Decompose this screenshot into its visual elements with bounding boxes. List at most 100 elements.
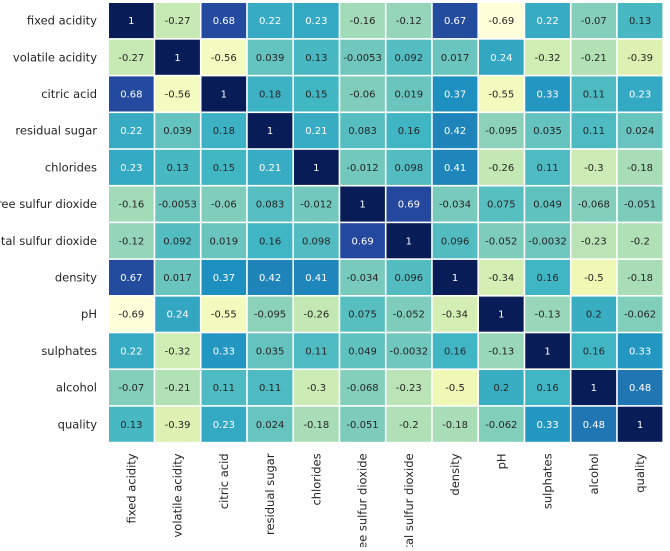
heatmap-cell [155, 76, 200, 112]
cell-value-label: 0.67 [444, 16, 466, 27]
heatmap-cell [247, 223, 293, 259]
cell-value-label: 0.22 [259, 16, 281, 27]
cell-value-label: 0.039 [163, 126, 192, 137]
cell-value-label: -0.56 [165, 89, 191, 100]
heatmap-cell [201, 3, 247, 39]
heatmap-cell [294, 76, 339, 112]
heatmap-cell [340, 259, 385, 295]
cell-value-label: -0.34 [488, 273, 514, 284]
cell-value-label: -0.12 [396, 16, 422, 27]
cell-value-label: 1 [498, 310, 504, 321]
cell-value-label: 0.2 [586, 310, 602, 321]
cell-value-label: 0.024 [256, 420, 285, 431]
cell-value-label: 0.69 [351, 236, 373, 247]
cell-value-label: -0.06 [350, 89, 376, 100]
heatmap-cell [247, 296, 293, 332]
cell-value-label: 0.21 [305, 126, 327, 137]
cell-value-label: 0.092 [395, 53, 424, 64]
heatmap-cell [155, 259, 200, 295]
heatmap-cell [525, 149, 570, 185]
x-tick-label: quality [633, 453, 647, 493]
x-tick-label: chlorides [309, 453, 323, 505]
heatmap-cell [340, 406, 385, 442]
cell-value-label: -0.034 [439, 200, 471, 211]
heatmap-cell [247, 149, 293, 185]
heatmap-cell [386, 76, 432, 112]
cell-value-label: -0.5 [584, 273, 604, 284]
cell-value-label: 0.37 [444, 89, 466, 100]
cell-value-label: -0.2 [630, 236, 650, 247]
heatmap-cells: 1 -0.27 0.68 0.22 0.23 -0.16 -0.12 0.67 -0.69 0.2… [109, 3, 663, 442]
heatmap-cell [247, 39, 293, 75]
heatmap-cell [340, 76, 385, 112]
cell-value-label: -0.26 [488, 163, 514, 174]
heatmap-cell [479, 186, 524, 222]
y-tick-label: chlorides [45, 160, 97, 174]
heatmap-cell [479, 370, 524, 406]
cell-value-label: 0.075 [487, 200, 516, 211]
y-tick-label: volatile acidity [13, 50, 97, 64]
heatmap-cell [525, 76, 570, 112]
heatmap-cell [155, 39, 200, 75]
heatmap-cell [247, 3, 293, 39]
cell-value-label: -0.18 [442, 420, 468, 431]
heatmap-cell [571, 406, 617, 442]
x-tick-label: fixed acidity [124, 453, 138, 523]
x-tick-label: pH [494, 453, 508, 469]
cell-value-label: -0.0053 [343, 53, 382, 64]
cell-value-label: 0.33 [536, 420, 558, 431]
cell-value-label: 0.41 [444, 163, 466, 174]
cell-value-label: -0.07 [118, 383, 144, 394]
cell-value-label: 0.11 [536, 163, 558, 174]
cell-value-label: -0.052 [393, 310, 425, 321]
heatmap-cell [155, 370, 200, 406]
y-tick-label: citric acid [41, 87, 97, 101]
cell-value-label: 0.33 [629, 346, 651, 357]
heatmap-cell [386, 113, 432, 149]
heatmap-cell [571, 296, 617, 332]
cell-value-label: 1 [591, 383, 597, 394]
heatmap-cell [432, 186, 478, 222]
heatmap-cell [617, 333, 663, 369]
cell-value-label: 0.16 [583, 346, 605, 357]
cell-value-label: -0.23 [396, 383, 422, 394]
cell-value-label: 0.69 [398, 200, 420, 211]
heatmap-cell [479, 39, 524, 75]
cell-value-label: 0.23 [213, 420, 235, 431]
heatmap-cell [340, 39, 385, 75]
cell-value-label: -0.27 [118, 53, 144, 64]
cell-value-label: -0.69 [118, 310, 144, 321]
heatmap-cell [617, 370, 663, 406]
heatmap-cell [432, 259, 478, 295]
cell-value-label: 0.019 [395, 89, 424, 100]
heatmap-cell [109, 113, 154, 149]
heatmap-cell [201, 406, 247, 442]
heatmap-cell [571, 39, 617, 75]
heatmap-cell [386, 370, 432, 406]
cell-value-label: -0.55 [488, 89, 514, 100]
heatmap-cell [617, 149, 663, 185]
cell-value-label: 0.48 [629, 383, 651, 394]
y-tick-label: quality [58, 417, 98, 431]
heatmap-cell [386, 259, 432, 295]
cell-value-label: -0.18 [303, 420, 329, 431]
cell-value-label: 1 [544, 346, 550, 357]
heatmap-cell [109, 186, 154, 222]
heatmap-cell [386, 333, 432, 369]
heatmap-cell [571, 333, 617, 369]
heatmap-cell [432, 76, 478, 112]
heatmap-cell [525, 406, 570, 442]
y-tick-label: fixed acidity [27, 14, 97, 28]
y-axis-labels: fixed acidity volatile acidity citric acid… [0, 14, 97, 432]
cell-value-label: -0.13 [488, 346, 514, 357]
cell-value-label: 0.16 [536, 273, 558, 284]
cell-value-label: -0.16 [118, 200, 144, 211]
heatmap-cell [155, 406, 200, 442]
heatmap-cell [571, 259, 617, 295]
heatmap-cell [109, 39, 154, 75]
cell-value-label: 0.33 [213, 346, 235, 357]
heatmap-cell [525, 186, 570, 222]
heatmap-cell [247, 76, 293, 112]
